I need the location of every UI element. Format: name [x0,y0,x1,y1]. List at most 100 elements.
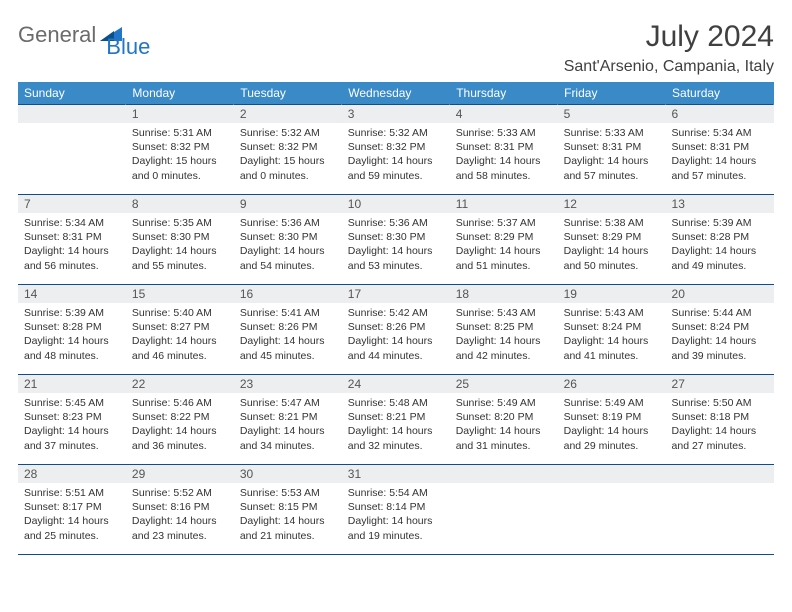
sunset-text: Sunset: 8:31 PM [672,140,768,154]
sunset-text: Sunset: 8:25 PM [456,320,552,334]
daylight-text: Daylight: 14 hours and 44 minutes. [348,334,444,362]
day-number: 24 [342,375,450,393]
sunset-text: Sunset: 8:24 PM [564,320,660,334]
calendar-day-cell: 1Sunrise: 5:31 AMSunset: 8:32 PMDaylight… [126,105,234,195]
day-number: 22 [126,375,234,393]
day-details: Sunrise: 5:36 AMSunset: 8:30 PMDaylight:… [234,213,342,277]
sunrise-text: Sunrise: 5:42 AM [348,306,444,320]
day-details: Sunrise: 5:38 AMSunset: 8:29 PMDaylight:… [558,213,666,277]
calendar-day-cell: 27Sunrise: 5:50 AMSunset: 8:18 PMDayligh… [666,375,774,465]
day-number: 27 [666,375,774,393]
day-number: 14 [18,285,126,303]
day-number: 19 [558,285,666,303]
day-details: Sunrise: 5:32 AMSunset: 8:32 PMDaylight:… [342,123,450,187]
calendar-day-cell: 28Sunrise: 5:51 AMSunset: 8:17 PMDayligh… [18,465,126,555]
weekday-header: Friday [558,82,666,105]
daylight-text: Daylight: 15 hours and 0 minutes. [240,154,336,182]
daylight-text: Daylight: 14 hours and 41 minutes. [564,334,660,362]
day-number: 6 [666,105,774,123]
day-number [450,465,558,483]
day-number: 20 [666,285,774,303]
daylight-text: Daylight: 14 hours and 27 minutes. [672,424,768,452]
calendar-day-cell: 18Sunrise: 5:43 AMSunset: 8:25 PMDayligh… [450,285,558,375]
day-number: 10 [342,195,450,213]
calendar-week-row: 14Sunrise: 5:39 AMSunset: 8:28 PMDayligh… [18,285,774,375]
day-number: 30 [234,465,342,483]
sunrise-text: Sunrise: 5:34 AM [24,216,120,230]
day-number: 15 [126,285,234,303]
sunset-text: Sunset: 8:19 PM [564,410,660,424]
sunrise-text: Sunrise: 5:44 AM [672,306,768,320]
day-details: Sunrise: 5:46 AMSunset: 8:22 PMDaylight:… [126,393,234,457]
sunset-text: Sunset: 8:16 PM [132,500,228,514]
daylight-text: Daylight: 14 hours and 55 minutes. [132,244,228,272]
calendar-day-cell: 29Sunrise: 5:52 AMSunset: 8:16 PMDayligh… [126,465,234,555]
weekday-header: Sunday [18,82,126,105]
daylight-text: Daylight: 14 hours and 42 minutes. [456,334,552,362]
daylight-text: Daylight: 14 hours and 51 minutes. [456,244,552,272]
sunset-text: Sunset: 8:31 PM [24,230,120,244]
day-details: Sunrise: 5:51 AMSunset: 8:17 PMDaylight:… [18,483,126,547]
calendar-day-cell: 26Sunrise: 5:49 AMSunset: 8:19 PMDayligh… [558,375,666,465]
daylight-text: Daylight: 14 hours and 31 minutes. [456,424,552,452]
day-details: Sunrise: 5:41 AMSunset: 8:26 PMDaylight:… [234,303,342,367]
calendar-day-cell: 11Sunrise: 5:37 AMSunset: 8:29 PMDayligh… [450,195,558,285]
sunset-text: Sunset: 8:18 PM [672,410,768,424]
sunrise-text: Sunrise: 5:37 AM [456,216,552,230]
calendar-day-cell [18,105,126,195]
sunset-text: Sunset: 8:21 PM [240,410,336,424]
sunrise-text: Sunrise: 5:45 AM [24,396,120,410]
sunset-text: Sunset: 8:26 PM [348,320,444,334]
day-number: 3 [342,105,450,123]
daylight-text: Daylight: 14 hours and 56 minutes. [24,244,120,272]
calendar-day-cell: 5Sunrise: 5:33 AMSunset: 8:31 PMDaylight… [558,105,666,195]
sunrise-text: Sunrise: 5:36 AM [240,216,336,230]
daylight-text: Daylight: 14 hours and 19 minutes. [348,514,444,542]
day-number: 23 [234,375,342,393]
sunrise-text: Sunrise: 5:40 AM [132,306,228,320]
title-block: July 2024 Sant'Arsenio, Campania, Italy [564,20,774,76]
day-details: Sunrise: 5:50 AMSunset: 8:18 PMDaylight:… [666,393,774,457]
sunset-text: Sunset: 8:28 PM [672,230,768,244]
day-number: 1 [126,105,234,123]
daylight-text: Daylight: 14 hours and 53 minutes. [348,244,444,272]
day-details: Sunrise: 5:36 AMSunset: 8:30 PMDaylight:… [342,213,450,277]
calendar-week-row: 21Sunrise: 5:45 AMSunset: 8:23 PMDayligh… [18,375,774,465]
day-details: Sunrise: 5:48 AMSunset: 8:21 PMDaylight:… [342,393,450,457]
calendar-day-cell: 14Sunrise: 5:39 AMSunset: 8:28 PMDayligh… [18,285,126,375]
day-details: Sunrise: 5:35 AMSunset: 8:30 PMDaylight:… [126,213,234,277]
daylight-text: Daylight: 14 hours and 34 minutes. [240,424,336,452]
day-details: Sunrise: 5:40 AMSunset: 8:27 PMDaylight:… [126,303,234,367]
day-details: Sunrise: 5:39 AMSunset: 8:28 PMDaylight:… [666,213,774,277]
day-details: Sunrise: 5:33 AMSunset: 8:31 PMDaylight:… [558,123,666,187]
calendar-day-cell [558,465,666,555]
daylight-text: Daylight: 14 hours and 21 minutes. [240,514,336,542]
day-number: 4 [450,105,558,123]
day-details: Sunrise: 5:53 AMSunset: 8:15 PMDaylight:… [234,483,342,547]
calendar-table: Sunday Monday Tuesday Wednesday Thursday… [18,82,774,555]
calendar-day-cell: 17Sunrise: 5:42 AMSunset: 8:26 PMDayligh… [342,285,450,375]
calendar-day-cell: 10Sunrise: 5:36 AMSunset: 8:30 PMDayligh… [342,195,450,285]
sunset-text: Sunset: 8:32 PM [240,140,336,154]
sunset-text: Sunset: 8:28 PM [24,320,120,334]
day-details: Sunrise: 5:39 AMSunset: 8:28 PMDaylight:… [18,303,126,367]
day-details: Sunrise: 5:52 AMSunset: 8:16 PMDaylight:… [126,483,234,547]
day-number [558,465,666,483]
sunset-text: Sunset: 8:27 PM [132,320,228,334]
calendar-day-cell: 7Sunrise: 5:34 AMSunset: 8:31 PMDaylight… [18,195,126,285]
day-details [666,483,774,490]
calendar-day-cell: 15Sunrise: 5:40 AMSunset: 8:27 PMDayligh… [126,285,234,375]
sunrise-text: Sunrise: 5:43 AM [456,306,552,320]
day-number: 8 [126,195,234,213]
day-number [666,465,774,483]
day-number: 21 [18,375,126,393]
day-details: Sunrise: 5:34 AMSunset: 8:31 PMDaylight:… [18,213,126,277]
daylight-text: Daylight: 14 hours and 49 minutes. [672,244,768,272]
sunrise-text: Sunrise: 5:43 AM [564,306,660,320]
day-details [18,123,126,130]
sunset-text: Sunset: 8:30 PM [240,230,336,244]
daylight-text: Daylight: 14 hours and 54 minutes. [240,244,336,272]
sunrise-text: Sunrise: 5:34 AM [672,126,768,140]
day-details [558,483,666,490]
calendar-day-cell: 19 Sunrise: 5:43 AMSunset: 8:24 PMDayligh… [558,285,666,375]
